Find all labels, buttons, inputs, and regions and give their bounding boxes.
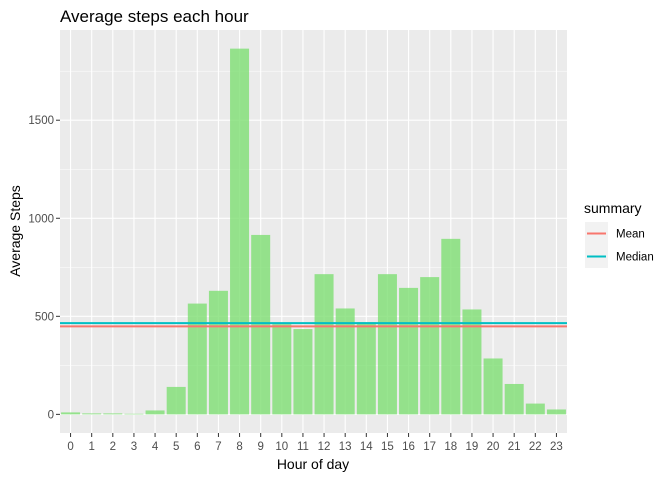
legend: summary Mean Median bbox=[584, 200, 654, 268]
x-tick-label: 19 bbox=[466, 441, 479, 453]
x-tick-label: 18 bbox=[444, 441, 457, 453]
x-tick-label: 20 bbox=[487, 441, 500, 453]
bar-hour-3 bbox=[124, 413, 144, 415]
bar-hour-16 bbox=[399, 287, 419, 415]
bar-hour-20 bbox=[483, 358, 503, 415]
y-tick-label: 1500 bbox=[28, 115, 54, 127]
x-tick-label: 10 bbox=[275, 441, 288, 453]
x-tick-label: 22 bbox=[529, 441, 542, 453]
x-tick-label: 3 bbox=[131, 441, 137, 453]
x-tick-label: 13 bbox=[339, 441, 352, 453]
bar-hour-7 bbox=[208, 290, 228, 415]
bar-hour-19 bbox=[462, 309, 482, 415]
y-tick-label: 1000 bbox=[28, 213, 54, 225]
bar-hour-22 bbox=[525, 403, 545, 415]
bar-hour-9 bbox=[251, 234, 271, 415]
y-tick-label: 500 bbox=[35, 311, 54, 323]
bar-hour-23 bbox=[546, 409, 566, 415]
x-axis-title: Hour of day bbox=[277, 456, 349, 472]
x-tick-label: 16 bbox=[402, 441, 415, 453]
bar-hour-13 bbox=[335, 308, 355, 415]
bar-hour-15 bbox=[377, 274, 397, 415]
bar-hour-6 bbox=[187, 303, 207, 415]
bar-hour-2 bbox=[103, 413, 123, 415]
bar-hour-12 bbox=[314, 274, 334, 415]
bar-hour-17 bbox=[420, 277, 440, 415]
x-tick-label: 0 bbox=[67, 441, 73, 453]
x-tick-label: 7 bbox=[215, 441, 221, 453]
legend-label-median: Median bbox=[616, 252, 654, 264]
legend-label-mean: Mean bbox=[616, 229, 645, 241]
x-tick-label: 5 bbox=[173, 441, 179, 453]
bar-hour-8 bbox=[230, 48, 250, 415]
x-tick-label: 17 bbox=[423, 441, 436, 453]
y-tick-label: 0 bbox=[48, 409, 54, 421]
x-tick-label: 21 bbox=[508, 441, 521, 453]
x-tick-label: 8 bbox=[236, 441, 242, 453]
bars bbox=[61, 48, 566, 415]
x-tick-label: 9 bbox=[257, 441, 263, 453]
x-tick-label: 6 bbox=[194, 441, 200, 453]
bar-hour-5 bbox=[166, 386, 186, 415]
bar-hour-1 bbox=[82, 413, 102, 415]
x-tick-label: 11 bbox=[297, 441, 309, 453]
x-tick-label: 15 bbox=[381, 441, 394, 453]
x-tick-label: 12 bbox=[318, 441, 331, 453]
x-tick-label: 14 bbox=[360, 441, 373, 453]
x-axis-ticks: 0 1 2 3 4 5 6 7 8 9 10 11 12 13 14 15 16 17 18 19 20 21 22 23 bbox=[67, 433, 563, 453]
bar-hour-4 bbox=[145, 410, 165, 415]
x-tick-label: 1 bbox=[88, 441, 94, 453]
bar-hour-21 bbox=[504, 383, 524, 415]
chart-title: Average steps each hour bbox=[60, 7, 249, 26]
reference-lines bbox=[60, 322, 567, 328]
bar-hour-0 bbox=[61, 412, 81, 415]
bar-hour-11 bbox=[293, 329, 313, 415]
bar-hour-14 bbox=[356, 322, 376, 415]
bar-hour-10 bbox=[272, 324, 292, 415]
legend-title: summary bbox=[584, 200, 642, 216]
plot-panel bbox=[60, 30, 567, 433]
y-axis-ticks: 0 500 1000 1500 bbox=[28, 115, 60, 421]
x-tick-label: 2 bbox=[110, 441, 116, 453]
x-tick-label: 4 bbox=[152, 441, 159, 453]
x-tick-label: 23 bbox=[550, 441, 563, 453]
y-axis-title: Average Steps bbox=[7, 185, 23, 277]
